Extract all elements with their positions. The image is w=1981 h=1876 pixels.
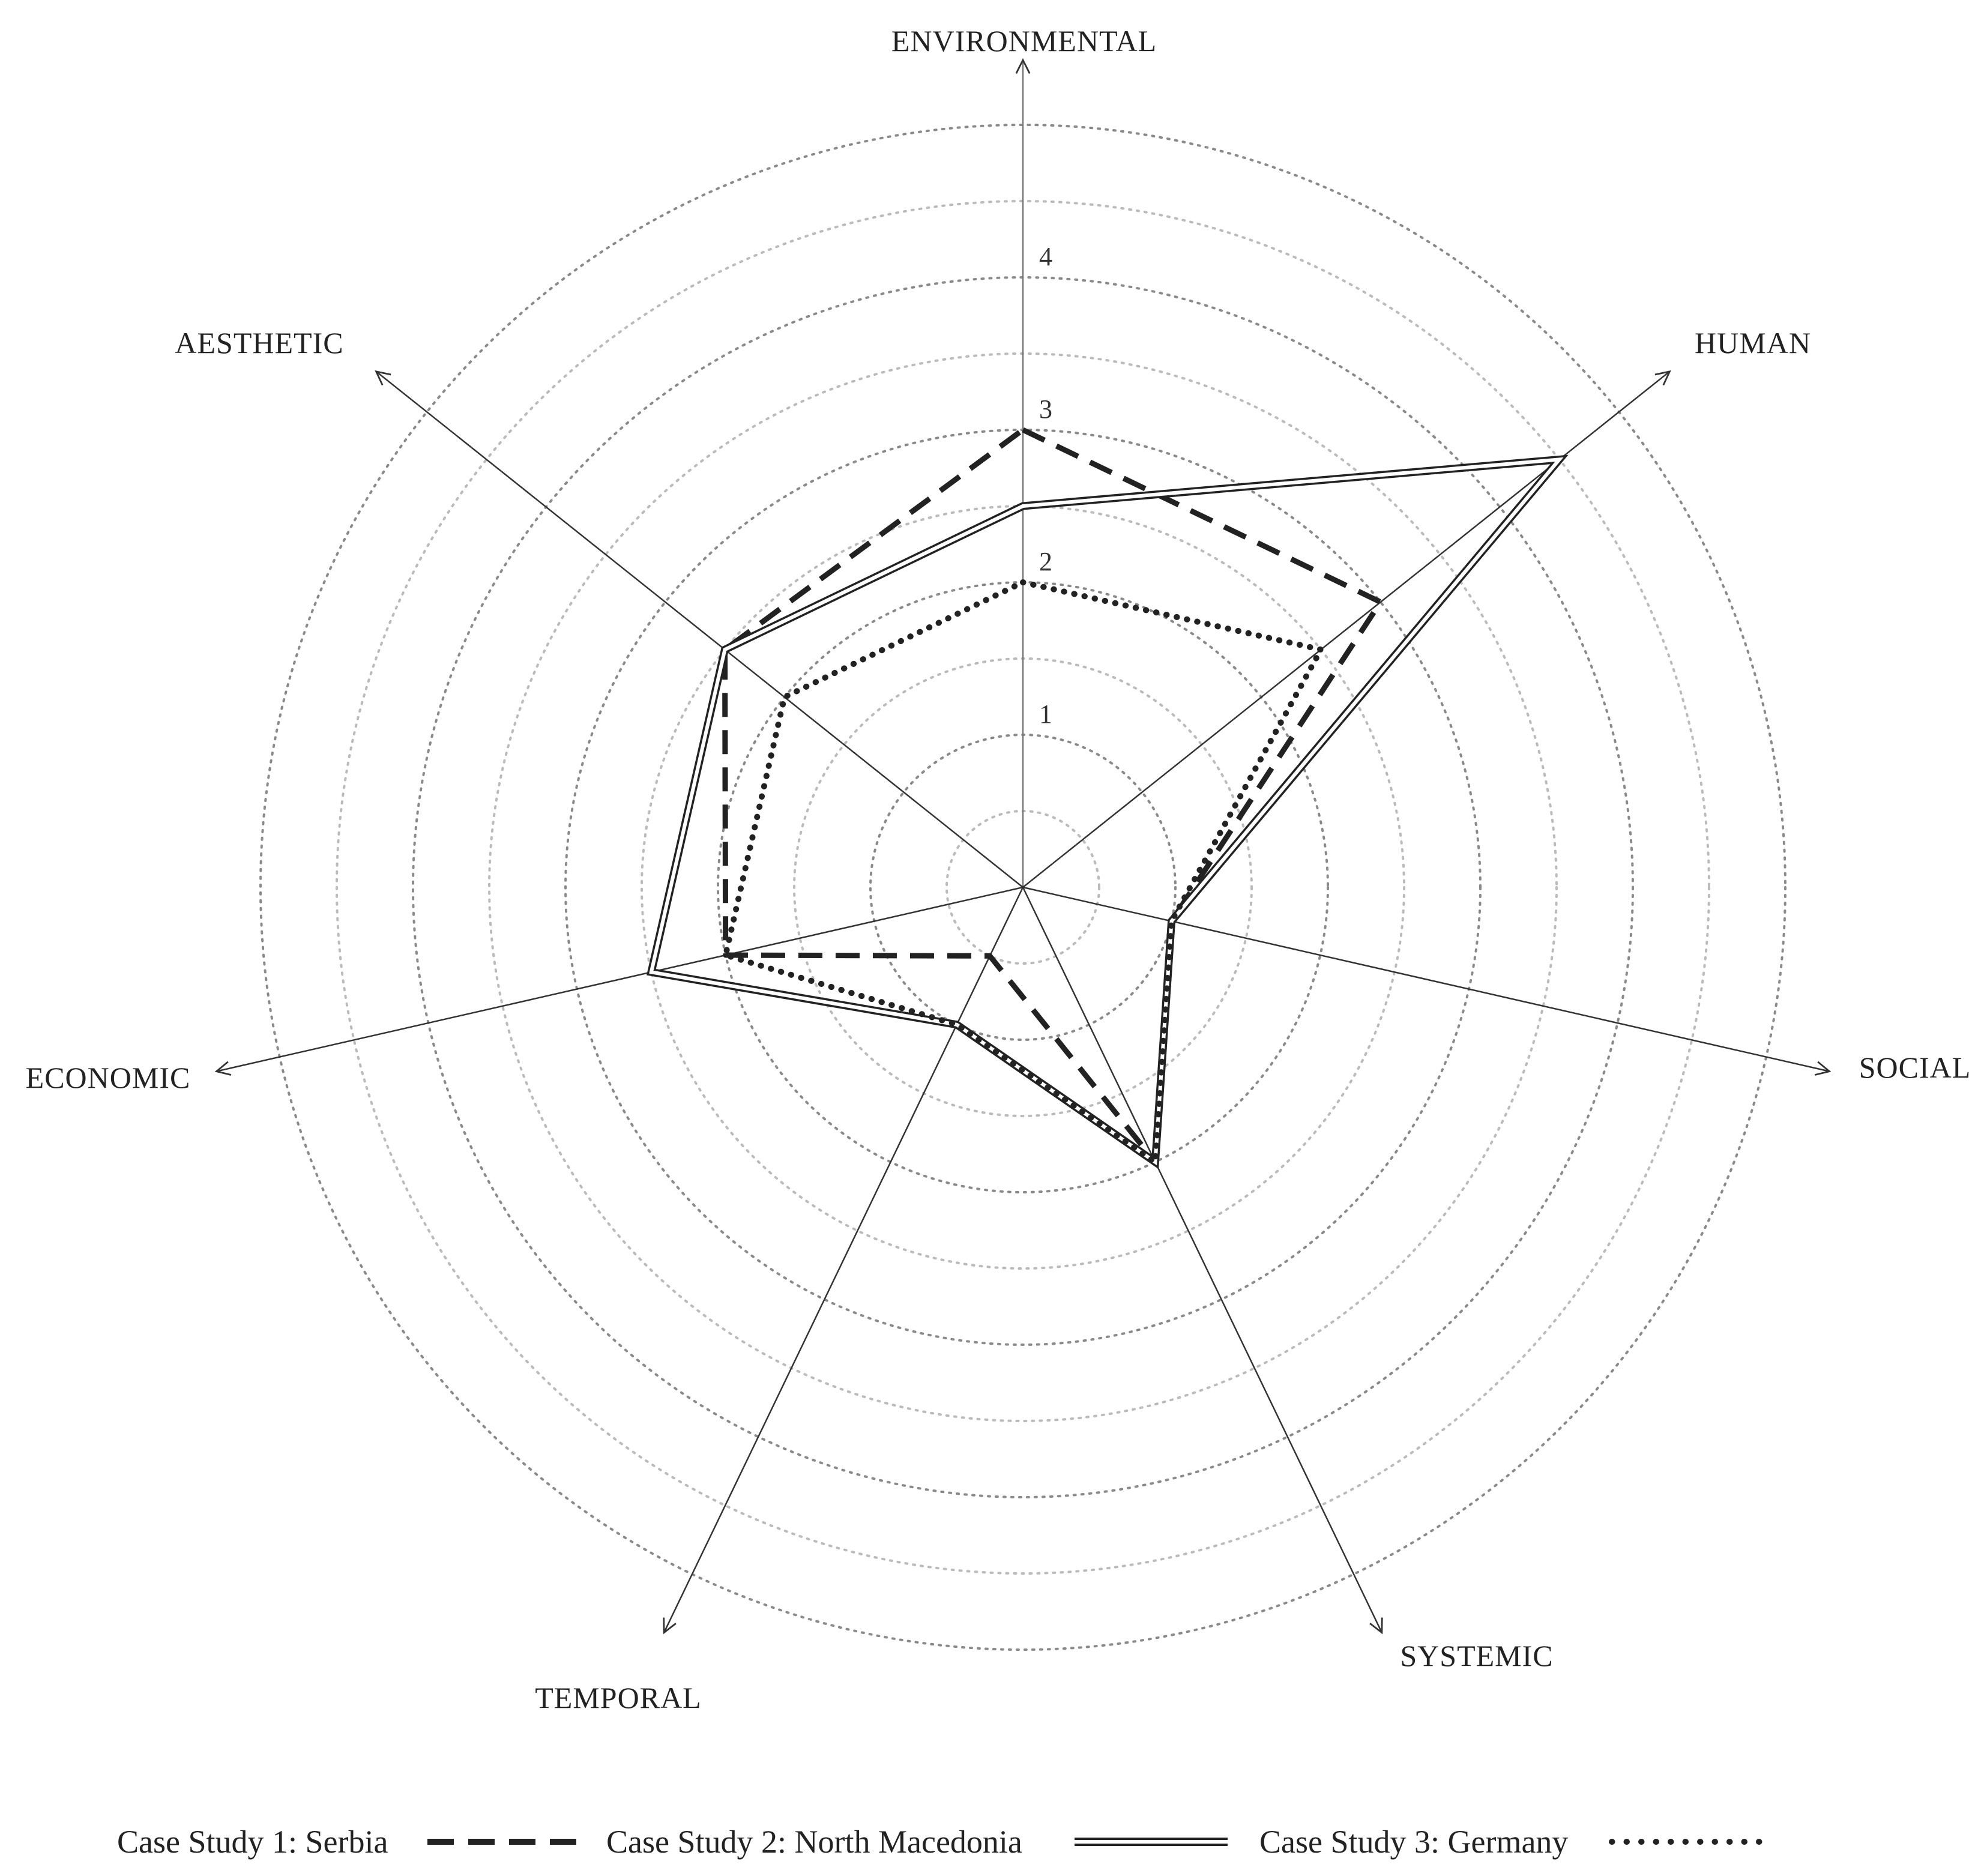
axis-label-economic: ECONOMIC — [26, 1061, 191, 1094]
legend-label-3: Case Study 3: Germany — [1259, 1824, 1568, 1860]
axis-line — [1022, 887, 1382, 1633]
axis-label-temporal: TEMPORAL — [535, 1681, 701, 1715]
tick-labels: 1 2 3 4 — [1039, 242, 1052, 729]
axis-label-systemic: SYSTEMIC — [1400, 1639, 1553, 1672]
chart-legend: Case Study 1: Serbia Case Study 2: North … — [117, 1824, 1768, 1860]
axis-line — [1022, 886, 1829, 1072]
tick-label: 3 — [1039, 394, 1052, 424]
axis-label-human: HUMAN — [1695, 326, 1811, 360]
axis-label-social: SOCIAL — [1859, 1051, 1971, 1084]
axis-line — [217, 886, 1024, 1072]
tick-label: 2 — [1039, 547, 1052, 576]
axis-line — [1022, 372, 1669, 888]
series-3 — [722, 579, 1324, 1165]
chart-axes: ENVIRONMENTAL HUMAN SOCIAL SYSTEMIC TEMPORAL… — [26, 24, 1971, 1715]
legend-label-2: Case Study 2: North Macedonia — [606, 1824, 1022, 1860]
axis-label-environmental: ENVIRONMENTAL — [891, 24, 1157, 58]
legend-label-1: Case Study 1: Serbia — [117, 1824, 388, 1860]
tick-label: 4 — [1039, 242, 1052, 271]
tick-label: 1 — [1039, 699, 1052, 729]
axis-line — [664, 887, 1024, 1633]
chart-series — [647, 427, 1569, 1169]
axis-line — [376, 372, 1024, 888]
series-1 — [722, 427, 1384, 1165]
axis-label-aesthetic: AESTHETIC — [175, 326, 343, 360]
